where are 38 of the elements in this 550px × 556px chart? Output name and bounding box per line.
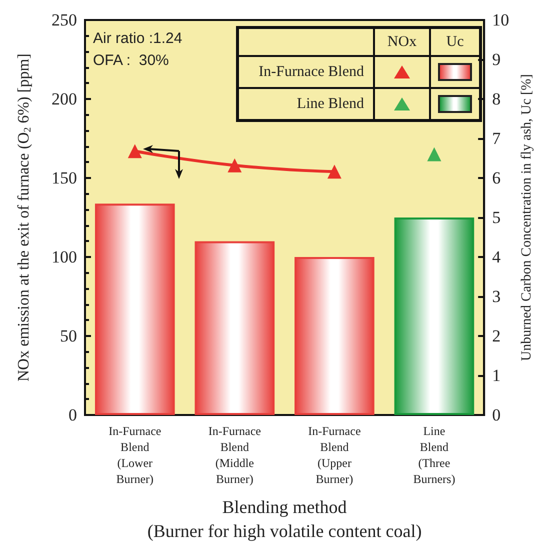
y2-tick-label: 10 bbox=[492, 10, 510, 30]
y2-tick-label: 8 bbox=[492, 90, 501, 108]
y2-tick-label: 3 bbox=[492, 287, 501, 306]
annotation: NOx bbox=[386, 33, 418, 52]
y2-tick-label: 4 bbox=[492, 248, 502, 266]
legend-label: Line Blend bbox=[296, 96, 364, 112]
y2-tick-label: 7 bbox=[492, 129, 502, 148]
y2-tick-label: 2 bbox=[492, 326, 501, 346]
bar bbox=[194, 241, 275, 415]
annotation: Air ratio :1.24 bbox=[93, 30, 182, 47]
y2-tick-label: 6 bbox=[492, 168, 501, 188]
annotation: OFA : 30% bbox=[93, 52, 169, 69]
y-tick-label: 0 bbox=[68, 406, 77, 424]
y-tick-label: 250 bbox=[52, 10, 77, 30]
y-tick-label: 200 bbox=[52, 90, 77, 108]
bar bbox=[394, 218, 474, 415]
point bbox=[327, 164, 342, 179]
x-axis-title: Blending method (Burner for high volatile content coal) bbox=[147, 497, 422, 541]
y-tick-label: 150 bbox=[52, 168, 77, 188]
bar bbox=[294, 257, 374, 415]
point bbox=[228, 158, 242, 172]
y2-tick-label: 5 bbox=[492, 208, 501, 227]
y-axis-title: NOx emission at the exit of furnace (O2 6%) [ppm] bbox=[16, 53, 34, 382]
x-tick-label: In-Furnace Blend (Upper Burner) bbox=[308, 424, 361, 486]
point bbox=[427, 147, 442, 162]
point bbox=[128, 144, 142, 158]
x-tick-label: In-Furnace Blend (Lower Burner) bbox=[108, 424, 162, 486]
legend-label: In-Furnace Blend bbox=[258, 64, 364, 80]
x-tick-label: In-Furnace Blend (Middle Burner) bbox=[208, 424, 261, 486]
y-tick-label: 50 bbox=[60, 326, 77, 346]
y2-tick-label: 1 bbox=[492, 366, 501, 385]
y2-tick-label: 9 bbox=[492, 50, 501, 69]
y-tick-label: 100 bbox=[52, 248, 77, 266]
y2-tick-label: 0 bbox=[492, 406, 501, 424]
y2-axis-title: Unburned Carbon Concentration in fly ash, Uc [%] bbox=[520, 74, 534, 361]
annotation: Uc bbox=[445, 33, 465, 52]
x-tick-label: Line Blend (Three Burners) bbox=[413, 424, 456, 486]
bar bbox=[94, 204, 175, 415]
